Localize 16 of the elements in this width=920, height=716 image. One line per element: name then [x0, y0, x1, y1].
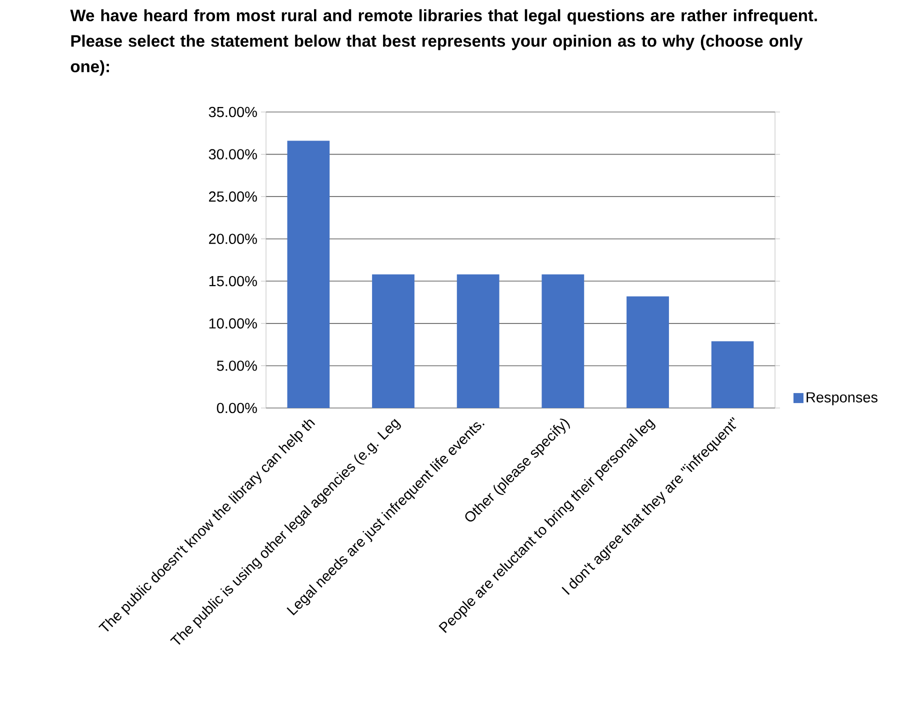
- bar: [711, 341, 754, 408]
- y-tick-label: 25.00%: [209, 191, 257, 202]
- bar: [456, 274, 500, 408]
- y-tick-label: 0.00%: [216, 402, 257, 414]
- bar: [287, 140, 330, 408]
- y-tick-label: 10.00%: [209, 318, 257, 329]
- y-tick-label: 30.00%: [208, 149, 257, 160]
- chart-title: We have heard from most rural and remote libraries that legal questions are rather infrequent. Please select the statement below that best represents your opinion as to why (choose only one):: [70, 9, 817, 76]
- y-tick-label: 5.00%: [216, 360, 257, 371]
- bar: [626, 296, 669, 408]
- y-tick-label: 20.00%: [209, 234, 257, 244]
- bar: [542, 274, 584, 408]
- legend-label: Responses: [806, 392, 878, 406]
- bar: [372, 274, 414, 408]
- y-tick-label: 15.00%: [209, 276, 257, 286]
- y-tick-label: 35.00%: [208, 106, 257, 118]
